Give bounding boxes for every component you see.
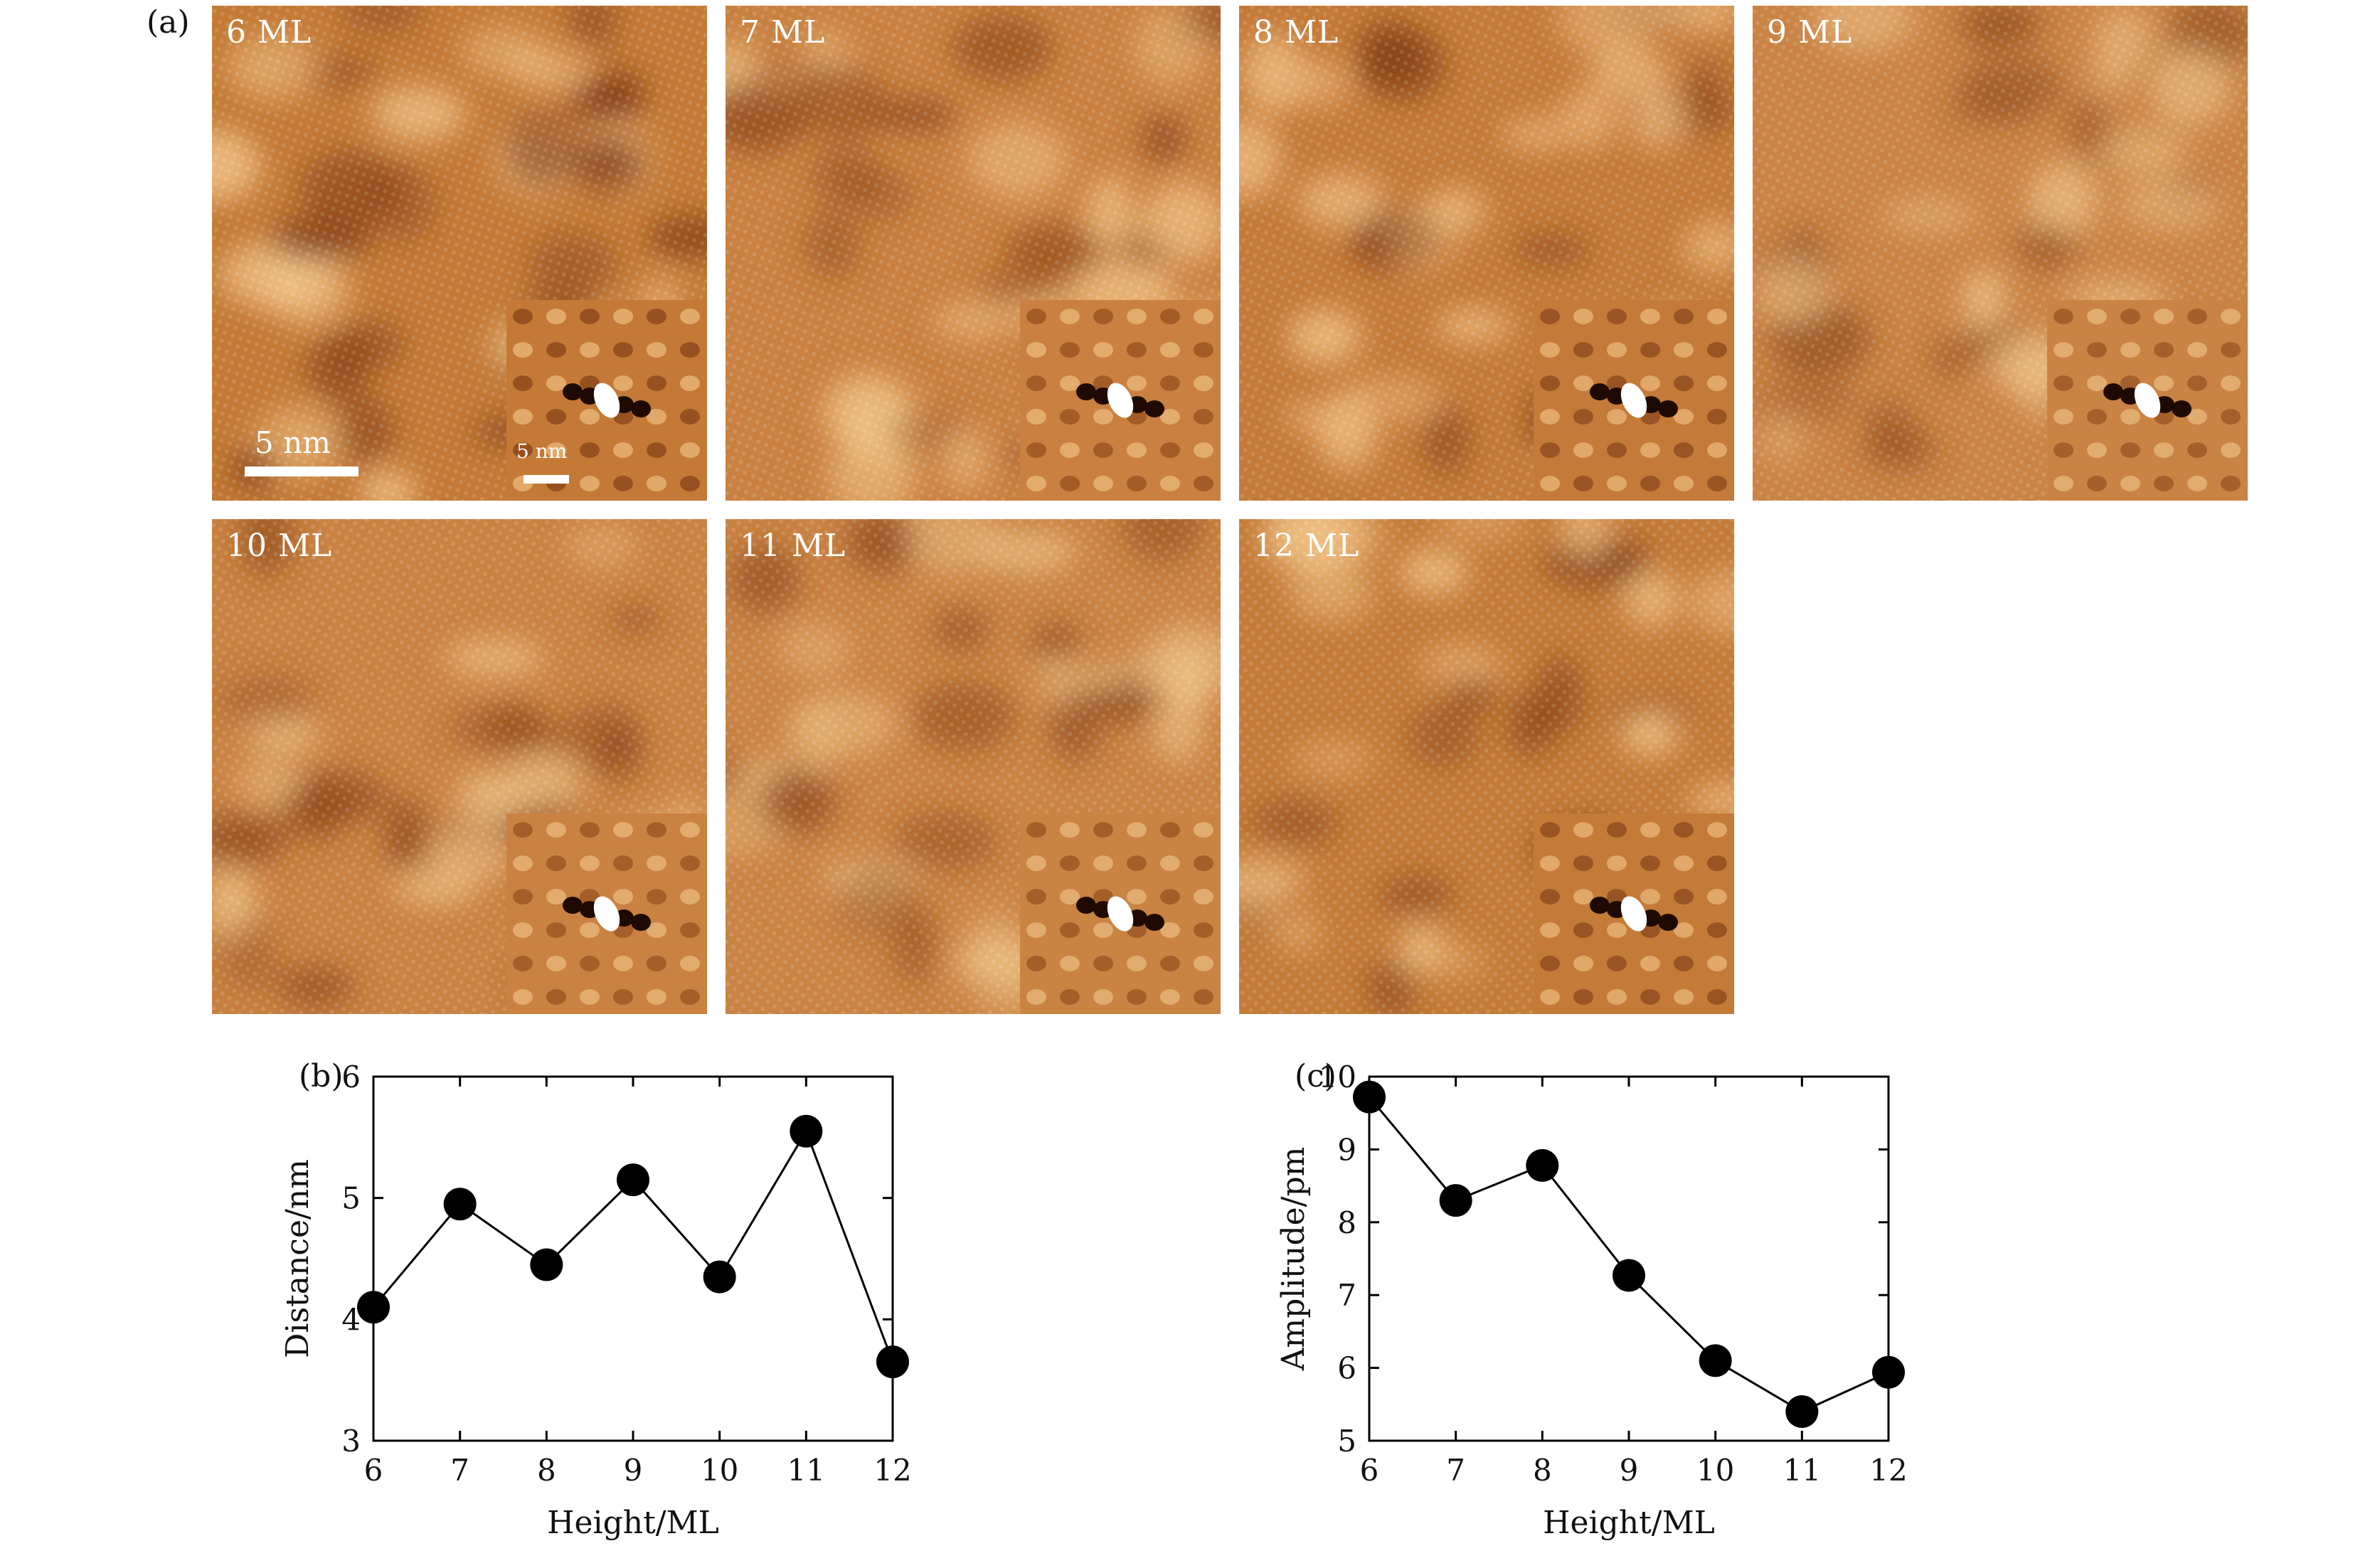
chart-b-x-axis-label: Height/ML <box>547 1505 719 1541</box>
chart-c-x-tick-label: 7 <box>1446 1453 1465 1488</box>
chart-c-data-point <box>1699 1344 1732 1377</box>
chart-c-y-tick-label: 8 <box>1337 1205 1356 1240</box>
inset-scale-bar <box>524 475 569 484</box>
chart-c-x-tick-label: 12 <box>1869 1453 1907 1488</box>
chart-c-data-point <box>1785 1395 1819 1429</box>
chart-c-plot-frame <box>1368 1075 1890 1442</box>
chart-b-y-axis-label: Distance/nm <box>280 1159 316 1358</box>
thickness-label: 9 ML <box>1767 14 1853 50</box>
chart-c-y-tick-label: 6 <box>1337 1351 1356 1386</box>
thickness-label: 8 ML <box>1253 14 1339 50</box>
inset-scale-bar-label: 5 nm <box>516 439 568 463</box>
chart-c-y-tick-label: 5 <box>1337 1424 1356 1458</box>
chart-c-data-point <box>1439 1184 1472 1217</box>
chart-c-data-point <box>1872 1355 1905 1389</box>
stm-image-7: 12 ML <box>1239 519 1734 1014</box>
chart-c-data-point <box>1353 1080 1386 1114</box>
chart-b-y-tick-label: 3 <box>341 1424 361 1458</box>
panel-a-letter: (a) <box>147 4 190 41</box>
thickness-label: 11 ML <box>740 528 846 564</box>
scale-bar-label: 5 nm <box>255 425 331 460</box>
autocorrelation-inset <box>2047 300 2248 501</box>
chart-c-x-axis-label: Height/ML <box>1543 1505 1715 1541</box>
chart-c-y-axis-label: Amplitude/pm <box>1275 1147 1312 1372</box>
chart-c-panel-letter: (c) <box>1295 1058 1337 1094</box>
stm-image-4: 9 ML <box>1753 6 2248 501</box>
scale-bar <box>245 466 358 476</box>
autocorrelation-inset <box>1534 814 1734 1014</box>
chart-c-y-tick-label: 7 <box>1337 1278 1356 1313</box>
autocorrelation-inset <box>1020 300 1221 501</box>
autocorrelation-inset <box>1534 300 1734 501</box>
chart-c-x-tick-label: 8 <box>1533 1453 1552 1488</box>
chart-c-y-tick-label: 9 <box>1337 1132 1356 1167</box>
chart-c-data-point <box>1613 1259 1645 1292</box>
stm-image-2: 7 ML <box>726 6 1221 501</box>
thickness-label: 10 ML <box>226 528 333 564</box>
stm-image-6: 11 ML <box>726 519 1221 1014</box>
chart-c-x-tick-label: 9 <box>1620 1453 1639 1488</box>
chart-b-data-point <box>357 1291 390 1324</box>
thickness-label: 7 ML <box>740 14 826 50</box>
chart-b-x-tick-label: 6 <box>364 1453 383 1488</box>
autocorrelation-inset: 5 nm <box>506 300 707 501</box>
chart-c-data-point <box>1526 1148 1559 1182</box>
chart-b-panel-letter: (b) <box>299 1058 344 1094</box>
thickness-label: 12 ML <box>1253 528 1360 564</box>
chart-b-data-point <box>876 1345 909 1379</box>
chart-b-x-tick-label: 9 <box>624 1453 643 1488</box>
chart-b-x-tick-label: 10 <box>701 1453 738 1488</box>
stm-image-1: 5 nm 6 ML 5 nm <box>212 6 707 501</box>
chart-c: (c)6 7 8 9 10 11 125678910Height/MLAmplitude/p… <box>1275 1058 1908 1541</box>
chart-b-x-tick-label: 11 <box>787 1453 825 1488</box>
stm-image-5: 10 ML <box>212 519 707 1014</box>
chart-b-data-point <box>703 1260 736 1294</box>
chart-b-x-tick-label: 7 <box>450 1453 469 1488</box>
autocorrelation-inset <box>1020 814 1221 1014</box>
chart-c-x-tick-label: 11 <box>1783 1453 1821 1488</box>
chart-c-x-tick-label: 6 <box>1360 1453 1379 1488</box>
chart-c-y-tick-label: 10 <box>1319 1060 1356 1094</box>
chart-b-x-tick-label: 8 <box>537 1453 556 1488</box>
chart-b-data-point <box>530 1248 563 1281</box>
autocorrelation-inset <box>506 814 707 1014</box>
chart-c-x-tick-label: 10 <box>1696 1453 1734 1488</box>
chart-b-y-tick-label: 5 <box>341 1181 361 1216</box>
chart-c-series-line <box>1368 1096 1889 1413</box>
chart-b-data-point <box>790 1114 823 1148</box>
chart-b-data-point <box>617 1163 649 1197</box>
stm-image-3: 8 ML <box>1239 6 1734 501</box>
chart-b-y-tick-label: 6 <box>341 1060 361 1094</box>
chart-b-data-point <box>443 1188 477 1221</box>
thickness-label: 6 ML <box>226 14 312 50</box>
chart-b-x-tick-label: 12 <box>873 1453 911 1488</box>
